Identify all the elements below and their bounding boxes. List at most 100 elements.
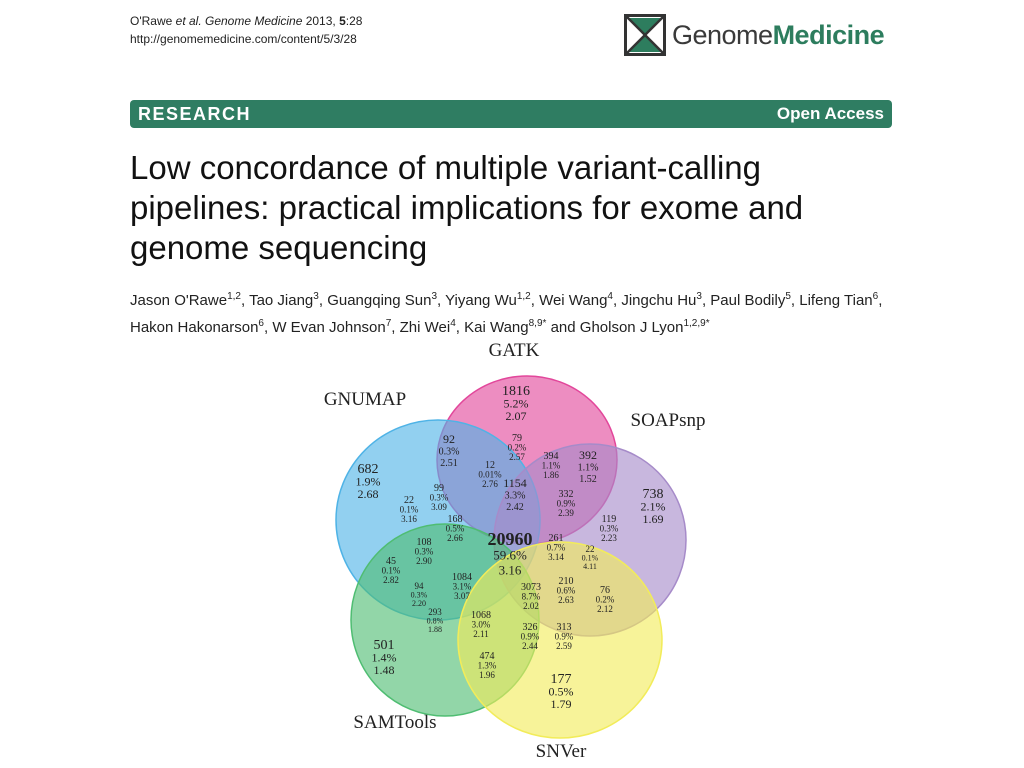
venn-region-count: 332 [559, 489, 574, 500]
author-name-text: Gholson J Lyon [579, 319, 684, 336]
venn-region-ratio: 2.57 [509, 452, 525, 462]
journal-logo[interactable]: GenomeMedicine [624, 14, 885, 56]
venn-region-count: 22 [586, 544, 595, 554]
venn-region-count: 3073 [521, 582, 541, 593]
venn-region-count: 1154 [503, 476, 527, 490]
author-name-text: Kai Wang [464, 319, 529, 336]
venn-region-percent: 0.01% [478, 469, 502, 479]
venn-region-percent: 0.1% [400, 504, 419, 514]
citation-volume: 5 [339, 14, 346, 28]
venn-region-count: 394 [544, 451, 559, 462]
author-affiliation: 8,9* [528, 318, 547, 329]
venn-region-count: 94 [415, 581, 425, 591]
venn-region-percent: 0.3% [430, 492, 449, 502]
venn-region-ratio: 2.68 [358, 487, 379, 501]
venn-region-count: 210 [559, 576, 574, 587]
venn-region-percent: 0.2% [596, 594, 615, 604]
venn-region-ratio: 3.07 [454, 591, 470, 601]
author-affiliation: 4 [607, 291, 613, 302]
venn-region-percent: 5.2% [504, 397, 529, 411]
author-name: Paul Bodily5 [710, 291, 791, 309]
author-name-text: Paul Bodily [710, 292, 786, 309]
author-name: Guangqing Sun3 [327, 291, 438, 309]
venn-region-count: 1816 [502, 384, 530, 399]
citation-url[interactable]: http://genomemedicine.com/content/5/3/28 [130, 32, 357, 46]
author-affiliation: 1,2 [227, 291, 241, 302]
venn-region-label: 220.1%4.11 [582, 544, 599, 571]
venn-region-ratio: 2.59 [556, 641, 572, 651]
venn-region-ratio: 1.86 [543, 470, 559, 480]
venn-region-ratio: 2.07 [506, 409, 527, 423]
logo-wordmark: GenomeMedicine [672, 19, 885, 51]
author-name: Kai Wang8,9* [464, 318, 547, 336]
author-name: Gholson J Lyon1,2,9* [579, 318, 710, 336]
venn-region-ratio: 4.11 [583, 562, 597, 571]
author-affiliation: 3 [431, 291, 438, 302]
author-name-text: Zhi Wei [399, 319, 451, 336]
venn-region-percent: 0.3% [415, 546, 434, 556]
venn-region-percent: 0.9% [521, 631, 540, 641]
venn-region-percent: 8.7% [522, 591, 541, 601]
venn-region-label: 940.3%2.20 [411, 581, 428, 608]
logo-word-medicine: Medicine [772, 19, 885, 50]
venn-region-count: 45 [386, 556, 396, 567]
author-name: Hakon Hakonarson6 [130, 318, 264, 336]
venn-region-count: 392 [579, 448, 597, 462]
author-name: Lifeng Tian6 [799, 291, 879, 309]
venn-region-label: 760.2%2.12 [596, 585, 615, 614]
venn-region-percent: 0.5% [446, 523, 465, 533]
venn-region-ratio: 2.11 [473, 629, 488, 639]
venn-set-snver [457, 541, 663, 739]
section-label: RESEARCH [138, 103, 252, 124]
venn-region-label: 450.1%2.82 [382, 556, 401, 585]
author-affiliation: 1,2,9* [683, 318, 710, 329]
venn-region-percent: 0.3% [439, 447, 460, 458]
author-name-text: W Evan Johnson [272, 319, 386, 336]
venn-region-count: 313 [557, 622, 572, 633]
venn-region-count: 22 [404, 495, 414, 506]
venn-region-count: 99 [434, 483, 444, 494]
venn-region-ratio: 1.69 [643, 512, 664, 526]
author-name-text: Wei Wang [539, 292, 608, 309]
venn-region-ratio: 2.44 [522, 641, 538, 651]
logo-word-genome: Genome [672, 19, 773, 50]
venn-region-percent: 1.4% [372, 651, 397, 665]
venn-region-ratio: 3.16 [401, 514, 417, 524]
author-name-text: Tao Jiang [249, 292, 314, 309]
author-affiliation: 6 [258, 318, 264, 329]
venn-region-percent: 2.1% [641, 500, 666, 514]
author-affiliation: 7 [385, 318, 392, 329]
venn-region-count: 12 [485, 460, 495, 471]
venn-region-percent: 1.1% [542, 460, 561, 470]
author-affiliation: 3 [696, 291, 702, 302]
venn-region-ratio: 2.51 [440, 458, 458, 469]
author-name-text: Lifeng Tian [799, 292, 873, 309]
author-name: Wei Wang4 [539, 291, 613, 309]
venn-region-ratio: 2.42 [506, 502, 524, 513]
venn-region-percent: 0.1% [582, 553, 599, 562]
venn-region-ratio: 2.76 [482, 479, 498, 489]
venn-region-ratio: 3.09 [431, 502, 447, 512]
venn-region-percent: 0.9% [557, 498, 576, 508]
author-name-text: Yiyang Wu [445, 292, 517, 309]
citation-header: O'Rawe et al. Genome Medicine 2013, 5:28… [130, 12, 362, 48]
venn-region-percent: 59.6% [493, 548, 527, 563]
venn-region-percent: 0.6% [557, 585, 576, 595]
venn-region-percent: 0.5% [549, 685, 574, 699]
citation-year: 2013, [302, 14, 340, 28]
venn-region-ratio: 1.52 [579, 474, 597, 485]
author-name: W Evan Johnson7 [272, 318, 392, 336]
venn-region-percent: 3.0% [472, 619, 491, 629]
venn-region-percent: 0.2% [508, 442, 527, 452]
author-name: Zhi Wei4 [399, 318, 456, 336]
author-affiliation: 6 [872, 291, 879, 302]
